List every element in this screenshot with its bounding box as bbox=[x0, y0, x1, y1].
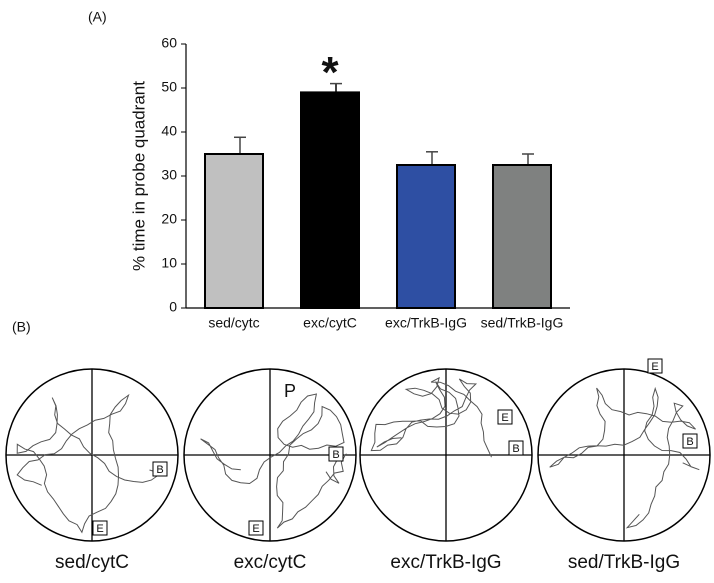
y-tick-label: 60 bbox=[161, 35, 177, 51]
marker-box bbox=[497, 409, 513, 425]
y-tick-label: 50 bbox=[161, 79, 177, 95]
marker-label: P bbox=[284, 381, 296, 401]
marker-box bbox=[152, 461, 168, 477]
x-tick-label: exc/TrkB-IgG bbox=[385, 315, 467, 331]
marker-label: B bbox=[332, 449, 339, 461]
marker-label: E bbox=[651, 361, 658, 373]
marker-label: E bbox=[501, 412, 508, 424]
marker-label: E bbox=[252, 523, 259, 535]
marker-box bbox=[647, 358, 663, 374]
marker-box bbox=[248, 520, 264, 536]
marker-label: E bbox=[96, 523, 103, 535]
swim-path bbox=[200, 393, 347, 529]
marker-box bbox=[682, 433, 698, 449]
swim-path bbox=[370, 376, 492, 458]
y-tick-label: 20 bbox=[161, 211, 177, 227]
bar bbox=[204, 153, 264, 309]
marker-label: B bbox=[686, 436, 693, 448]
plot-caption: sed/cytC bbox=[55, 552, 129, 573]
marker-label: B bbox=[512, 443, 519, 455]
panel-label: (B) bbox=[12, 319, 31, 335]
marker-box bbox=[328, 446, 344, 462]
y-tick-label: 40 bbox=[161, 123, 177, 139]
panel-label: (A) bbox=[88, 9, 107, 25]
marker-box bbox=[92, 520, 108, 536]
marker-box bbox=[508, 440, 524, 456]
y-tick-label: 10 bbox=[161, 255, 177, 271]
bar bbox=[300, 91, 360, 310]
bar bbox=[492, 164, 552, 309]
plot-caption: sed/TrkB-IgG bbox=[568, 552, 680, 573]
annotation: * bbox=[321, 48, 339, 97]
y-tick-label: 0 bbox=[169, 299, 177, 315]
y-tick-label: 30 bbox=[161, 167, 177, 183]
plot-caption: exc/TrkB-IgG bbox=[390, 552, 501, 573]
swim-path bbox=[549, 386, 700, 529]
swim-path bbox=[16, 393, 168, 534]
x-tick-label: exc/cytC bbox=[303, 315, 357, 331]
x-tick-label: sed/cytc bbox=[208, 315, 259, 331]
bar bbox=[396, 164, 456, 309]
plot-caption: exc/cytC bbox=[234, 552, 307, 573]
marker-label: B bbox=[156, 464, 163, 476]
y-axis-label: % time in probe quadrant bbox=[129, 81, 148, 271]
x-tick-label: sed/TrkB-IgG bbox=[481, 315, 564, 331]
